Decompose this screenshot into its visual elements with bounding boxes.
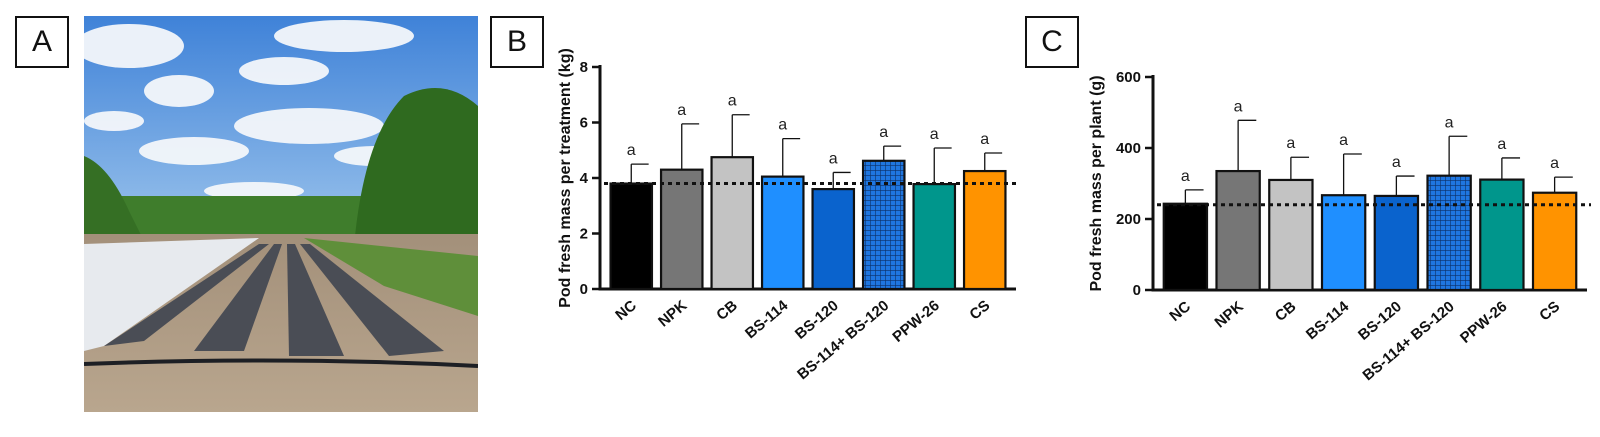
significance-letter: a xyxy=(1234,98,1243,115)
x-tick-label: NC xyxy=(612,297,640,324)
bar-ppw-26 xyxy=(912,183,957,291)
y-tick-label: 4 xyxy=(580,170,589,187)
significance-letter: a xyxy=(778,117,787,134)
significance-letter: a xyxy=(677,102,686,119)
x-tick-label: NPK xyxy=(655,297,690,330)
grass-right xyxy=(304,238,478,316)
x-tick-label: CB xyxy=(713,297,741,324)
significance-letter: a xyxy=(930,126,939,143)
bar-bs-120 xyxy=(811,188,856,291)
bar-cb xyxy=(1268,178,1314,292)
bar-bs-114-bs-120 xyxy=(1426,174,1472,292)
chart-b: Pod fresh mass per treatment (kg) 0 2 4 6 8 a N… xyxy=(540,0,1030,437)
bar-bs-120 xyxy=(1373,194,1420,292)
x-tick-label: BS-120 xyxy=(1355,298,1405,344)
x-tick-label: BS-114+ BS-120 xyxy=(1360,298,1458,384)
significance-letter: a xyxy=(1550,155,1559,172)
bar-nc xyxy=(1162,202,1209,292)
y-tick-label: 2 xyxy=(580,226,588,243)
bar-bs-114 xyxy=(760,175,805,291)
y-axis-title: Pod fresh mass per plant (g) xyxy=(1088,75,1105,291)
bar-npk xyxy=(659,168,704,291)
irrigation-hose xyxy=(84,358,478,368)
significance-letter: a xyxy=(1181,168,1190,185)
significance-letter: a xyxy=(1445,114,1454,131)
significance-letter: a xyxy=(1497,136,1506,153)
significance-letter: a xyxy=(627,142,636,159)
y-tick-label: 0 xyxy=(1133,282,1141,299)
row-cover xyxy=(84,238,259,351)
y-tick-label: 8 xyxy=(580,59,588,76)
panel-label-b: B xyxy=(490,16,544,68)
bar-cs xyxy=(1531,191,1578,292)
y-axis-title: Pod fresh mass per treatment (kg) xyxy=(557,48,574,308)
significance-letter: a xyxy=(1392,154,1401,171)
bar-nc xyxy=(609,182,654,291)
bar-bs-114 xyxy=(1320,194,1367,292)
panel-label-c: C xyxy=(1025,16,1079,68)
bar-ppw-26 xyxy=(1479,178,1525,292)
significance-letter: a xyxy=(829,150,838,167)
significance-letter: a xyxy=(879,124,888,141)
x-tick-label: PPW-26 xyxy=(889,297,942,346)
significance-letter: a xyxy=(980,131,989,148)
x-tick-label: BS-114+ BS-120 xyxy=(794,297,892,383)
significance-letter: a xyxy=(1286,135,1295,152)
bar-bs-114-bs-120 xyxy=(861,159,906,291)
significance-letter: a xyxy=(728,93,737,110)
y-tick-label: 400 xyxy=(1116,140,1141,157)
x-tick-label: BS-114 xyxy=(742,297,792,343)
x-tick-label: NC xyxy=(1166,298,1194,325)
x-tick-label: PPW-26 xyxy=(1457,298,1510,347)
x-tick-label: BS-114 xyxy=(1303,298,1353,344)
y-tick-label: 0 xyxy=(580,281,588,298)
x-tick-label: NPK xyxy=(1212,298,1247,331)
bar-cs xyxy=(962,169,1007,291)
mulch-rows xyxy=(104,244,444,356)
significance-letter: a xyxy=(1339,132,1348,149)
y-tick-label: 200 xyxy=(1116,211,1141,228)
field-photo xyxy=(84,16,478,412)
y-tick-label: 6 xyxy=(580,115,588,132)
bar-npk xyxy=(1215,169,1261,292)
panel-label-a: A xyxy=(15,16,69,68)
chart-c: Pod fresh mass per plant (g) 0 200 400 600 a N… xyxy=(1075,0,1600,437)
x-tick-label: CS xyxy=(1536,298,1563,324)
y-tick-label: 600 xyxy=(1116,69,1141,86)
bar-cb xyxy=(710,156,755,291)
x-tick-label: CS xyxy=(966,297,993,323)
x-tick-label: CB xyxy=(1272,298,1300,325)
trees-left xyxy=(84,156,144,241)
